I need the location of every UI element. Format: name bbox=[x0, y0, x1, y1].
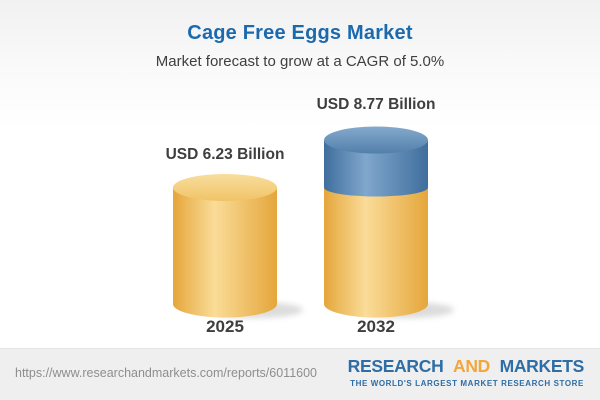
value-label-2025: USD 6.23 Billion bbox=[165, 146, 285, 163]
chart-title: Cage Free Eggs Market bbox=[187, 22, 413, 44]
cylinder-bar-2032 bbox=[324, 126, 454, 318]
chart-header: Cage Free Eggs Market Market forecast to… bbox=[0, 0, 600, 70]
research-and-markets-logo: RESEARCH AND MARKETS THE WORLD'S LARGEST… bbox=[347, 356, 585, 388]
footer-bar: https://www.researchandmarkets.com/repor… bbox=[0, 348, 600, 400]
value-label-2032: USD 8.77 Billion bbox=[316, 96, 436, 113]
chart-subtitle: Market forecast to grow at a CAGR of 5.0… bbox=[155, 53, 445, 70]
logo-word-and: AND bbox=[452, 356, 490, 376]
logo-tagline: THE WORLD'S LARGEST MARKET RESEARCH STOR… bbox=[350, 379, 584, 388]
logo-word-research: RESEARCH bbox=[347, 356, 444, 376]
logo-word-markets: MARKETS bbox=[499, 356, 585, 376]
logo-wordmark: RESEARCH AND MARKETS bbox=[347, 356, 585, 377]
report-url: https://www.researchandmarkets.com/repor… bbox=[15, 366, 317, 380]
category-label-2025: 2025 bbox=[206, 317, 244, 336]
category-label-2032: 2032 bbox=[357, 317, 395, 336]
cylinder-bar-2025 bbox=[173, 173, 303, 318]
